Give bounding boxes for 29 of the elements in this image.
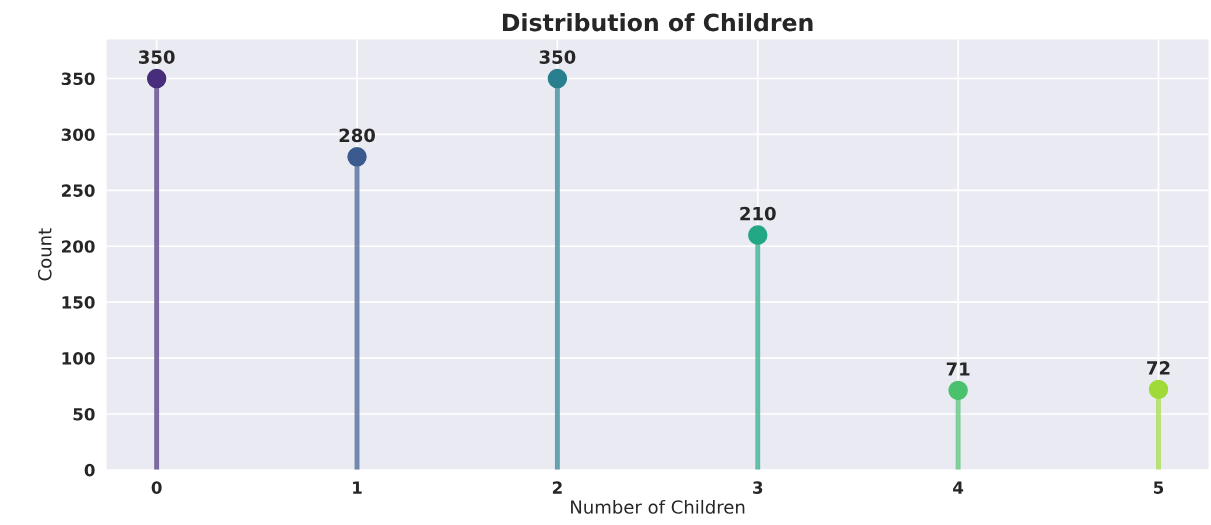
data-label: 280 [339, 128, 376, 143]
x-axis-title: Number of Children [571, 499, 745, 514]
point [347, 147, 367, 167]
chart-title: Distribution of Children [502, 13, 813, 32]
y-tick-label: 200 [61, 240, 95, 253]
point [748, 225, 768, 245]
x-tick-label: 4 [953, 481, 964, 494]
y-tick-label: 250 [61, 184, 95, 197]
data-label: 350 [539, 50, 576, 64]
point [1148, 379, 1169, 400]
data-label: 71 [946, 362, 970, 376]
x-tick-label: 3 [753, 481, 763, 494]
data-label: 210 [740, 206, 776, 221]
y-tick-label: 100 [62, 352, 95, 365]
data-label: 72 [1147, 361, 1170, 375]
y-tick-label: 150 [62, 296, 95, 309]
x-tick-label: 5 [1153, 481, 1164, 494]
x-tick-label: 2 [552, 481, 562, 494]
y-tick-label: 0 [84, 463, 95, 477]
x-tick-label: 0 [151, 481, 162, 494]
y-tick-label: 50 [73, 407, 95, 421]
point [948, 380, 968, 401]
y-tick-label: 350 [61, 72, 95, 86]
point [146, 68, 167, 89]
x-tick-label: 1 [353, 481, 362, 494]
y-tick-label: 300 [61, 128, 95, 141]
y-axis-title: Count [37, 228, 52, 281]
point [547, 68, 568, 89]
data-label: 350 [139, 50, 175, 64]
